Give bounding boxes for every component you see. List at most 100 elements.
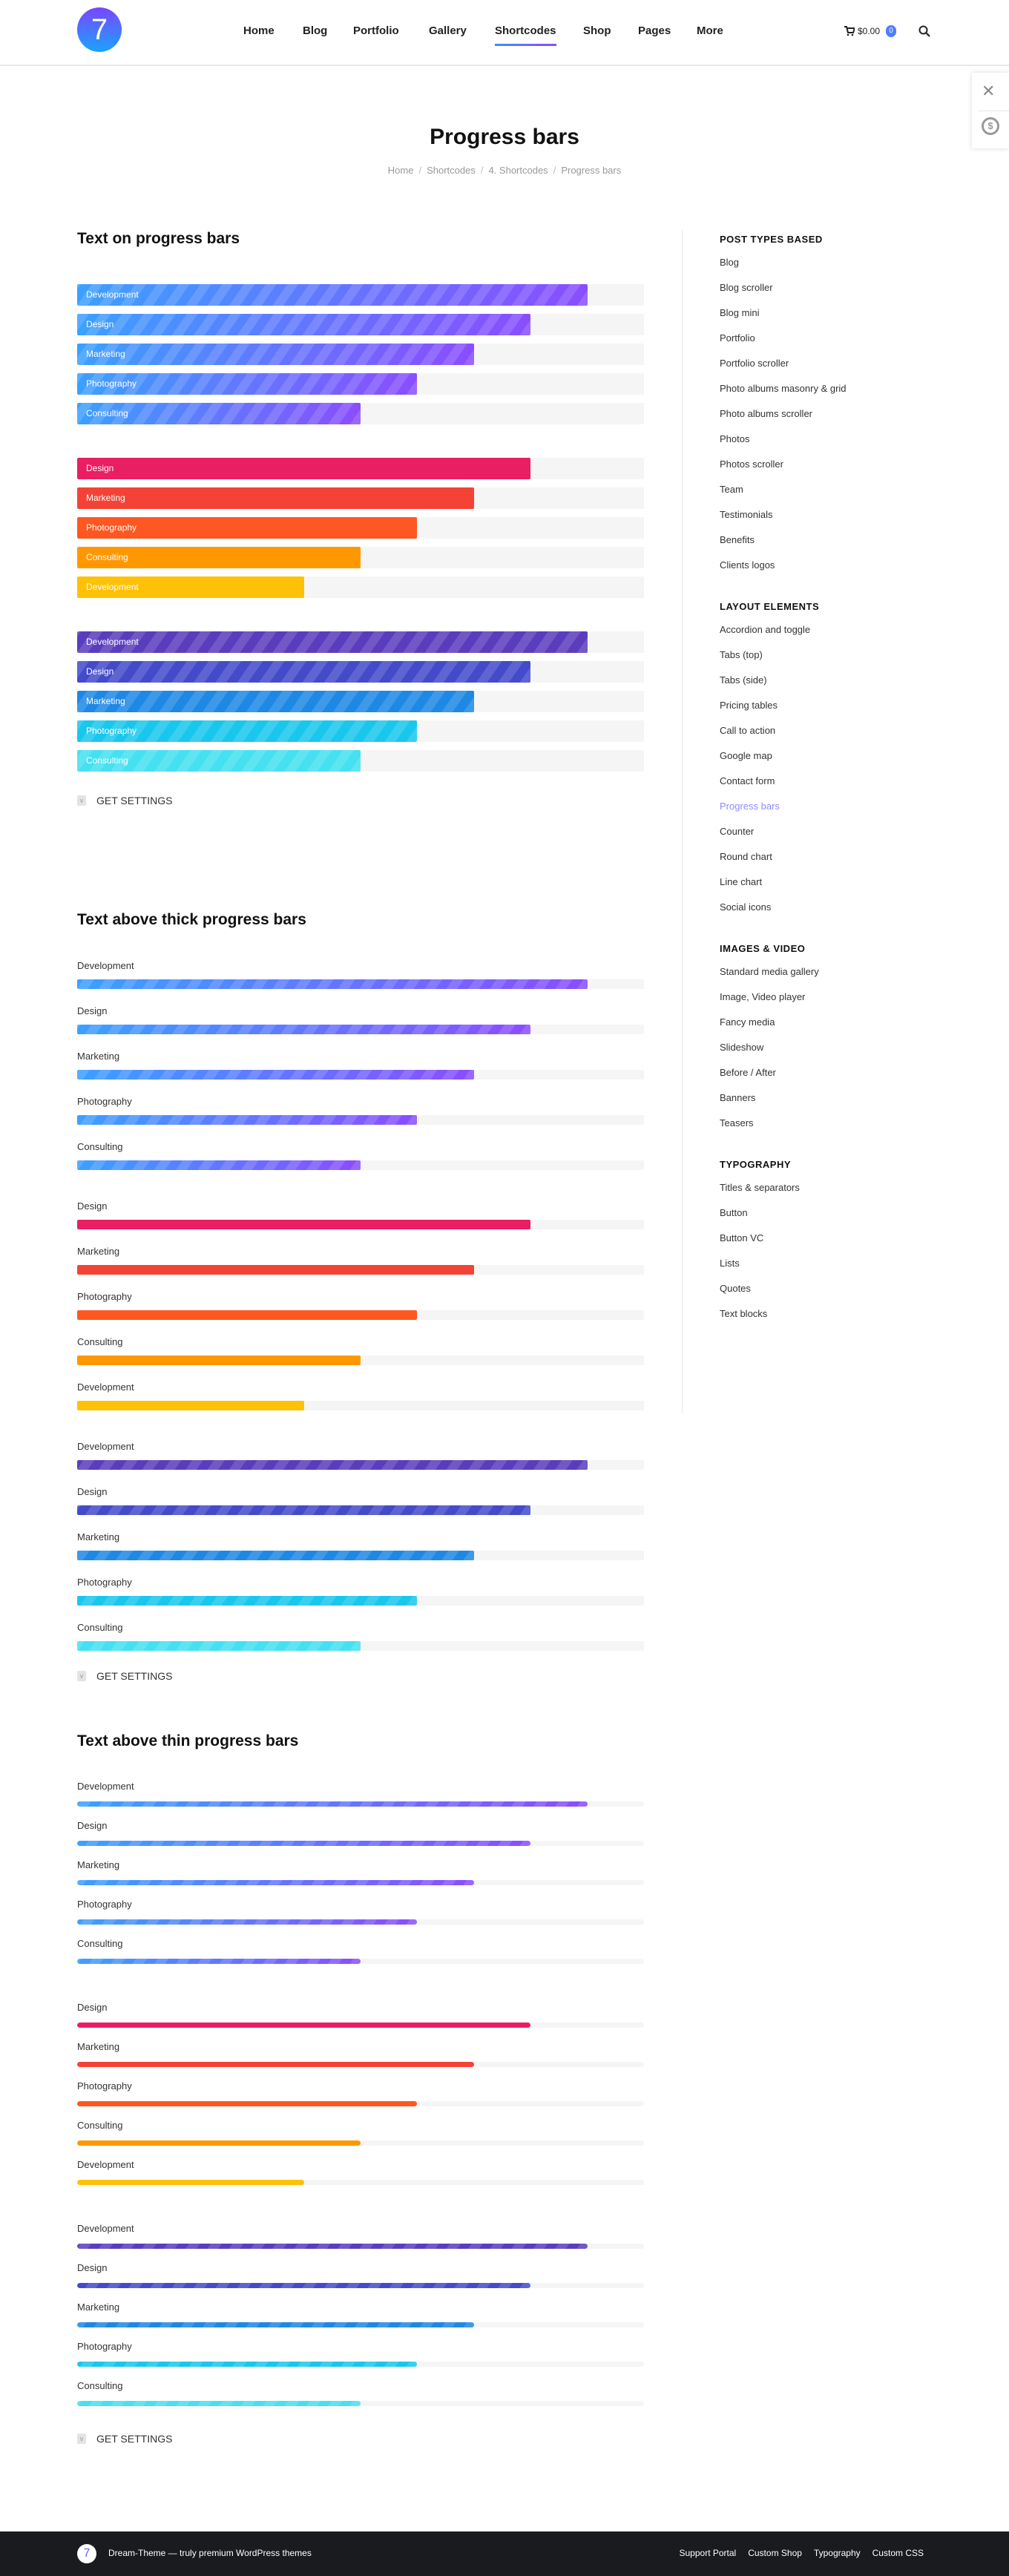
sidebar-link[interactable]: Photo albums scroller	[720, 408, 812, 419]
sidebar-link[interactable]: Progress bars	[720, 801, 780, 812]
progress-track	[77, 2401, 644, 2406]
footer-logo[interactable]: 7	[77, 2544, 96, 2563]
progress-bar-item: Design	[77, 314, 644, 335]
sidebar-link[interactable]: Tabs (side)	[720, 674, 767, 686]
progress-label: Consulting	[77, 1141, 123, 1152]
progress-bar-item: Design	[77, 1200, 644, 1229]
get-settings-toggle[interactable]: v GET SETTINGS	[77, 795, 644, 806]
progress-bar-item: Marketing	[77, 1050, 644, 1080]
progress-bar-item: Development	[77, 1440, 644, 1470]
breadcrumb-separator: /	[553, 165, 556, 176]
progress-bar-item: Development	[77, 284, 644, 306]
search-icon[interactable]	[918, 25, 930, 37]
sidebar-link[interactable]: Button	[720, 1207, 748, 1218]
sidebar-link[interactable]: Text blocks	[720, 1308, 768, 1319]
progress-label: Marketing	[86, 349, 125, 359]
breadcrumb-link[interactable]: 4. Shortcodes	[488, 165, 548, 176]
sidebar-link[interactable]: Photo albums masonry & grid	[720, 383, 847, 394]
sidebar-link[interactable]: Contact form	[720, 775, 775, 786]
get-settings-label: GET SETTINGS	[96, 2433, 173, 2445]
progress-track	[77, 1401, 644, 1410]
section-title: Text above thin progress bars	[77, 1732, 299, 1749]
sidebar-link[interactable]: Call to action	[720, 725, 776, 736]
sidebar-link[interactable]: Fancy media	[720, 1016, 775, 1028]
progress-track	[77, 2023, 644, 2028]
progress-group: Design Marketing Photography Consulting Deve…	[77, 1200, 644, 1410]
tools-icon[interactable]: ✕	[982, 82, 996, 100]
sidebar-link[interactable]: Blog mini	[720, 307, 760, 318]
sidebar-link[interactable]: Portfolio	[720, 332, 755, 344]
sidebar-link[interactable]: Titles & separators	[720, 1182, 800, 1193]
sidebar-link[interactable]: Counter	[720, 826, 755, 837]
progress-track	[77, 1880, 644, 1885]
chevron-down-icon: v	[77, 795, 86, 806]
dollar-coin-icon[interactable]: $	[982, 117, 999, 135]
progress-track: Marketing	[77, 344, 644, 365]
progress-fill	[77, 373, 418, 395]
sidebar-link[interactable]: Photos scroller	[720, 459, 783, 470]
section-title: Text on progress bars	[77, 230, 240, 247]
sidebar-link[interactable]: Social icons	[720, 901, 772, 913]
nav-more[interactable]: More	[697, 24, 723, 37]
progress-track	[77, 1310, 644, 1320]
sidebar-link[interactable]: Accordion and toggle	[720, 624, 811, 635]
sidebar-link[interactable]: Standard media gallery	[720, 966, 819, 977]
sidebar-link[interactable]: Before / After	[720, 1067, 776, 1078]
sidebar-link[interactable]: Button VC	[720, 1232, 764, 1243]
sidebar-widget: LAYOUT ELEMENTS Accordion and toggle Tabs …	[720, 599, 927, 915]
sidebar-link[interactable]: Lists	[720, 1258, 740, 1269]
sidebar-heading: POST TYPES BASED	[720, 234, 823, 245]
footer-link[interactable]: Support Portal	[679, 2548, 737, 2558]
progress-fill	[77, 1505, 531, 1515]
cart-total: $0.00	[858, 26, 881, 36]
get-settings-toggle[interactable]: v GET SETTINGS	[77, 1670, 644, 1682]
progress-label: Design	[77, 1200, 108, 1212]
nav-pages[interactable]: Pages	[638, 24, 671, 37]
progress-label: Photography	[77, 1096, 132, 1107]
sidebar-link[interactable]: Line chart	[720, 876, 763, 887]
sidebar-link[interactable]: Tabs (top)	[720, 649, 763, 660]
sidebar-link[interactable]: Pricing tables	[720, 700, 778, 711]
logo[interactable]: 7	[77, 7, 122, 52]
progress-fill	[77, 576, 304, 598]
sidebar-link[interactable]: Blog scroller	[720, 282, 773, 293]
nav-home[interactable]: Home	[243, 24, 275, 37]
sidebar-link[interactable]: Quotes	[720, 1283, 751, 1294]
sidebar-link[interactable]: Benefits	[720, 534, 755, 545]
progress-track	[77, 2244, 644, 2249]
sidebar-link[interactable]: Photos	[720, 433, 750, 444]
footer-link[interactable]: Custom Shop	[748, 2548, 802, 2558]
progress-fill	[77, 1310, 418, 1320]
sidebar-link[interactable]: Testimonials	[720, 509, 773, 520]
nav-blog[interactable]: Blog	[303, 24, 328, 37]
progress-bar-item: Development	[77, 2222, 644, 2249]
nav-portfolio[interactable]: Portfolio	[353, 24, 399, 37]
breadcrumb-link[interactable]: Home	[387, 165, 414, 176]
breadcrumb-link[interactable]: Shortcodes	[427, 165, 476, 176]
progress-fill	[77, 547, 361, 568]
progress-fill	[77, 2023, 531, 2028]
sidebar-link[interactable]: Teasers	[720, 1117, 754, 1128]
sidebar-link[interactable]: Clients logos	[720, 559, 775, 571]
progress-label: Marketing	[77, 2301, 120, 2313]
nav-gallery[interactable]: Gallery	[429, 24, 467, 37]
cart-button[interactable]: $0.00 0	[844, 25, 897, 37]
progress-bar-item: Photography	[77, 2340, 644, 2367]
sidebar-link[interactable]: Google map	[720, 750, 772, 761]
nav-shortcodes[interactable]: Shortcodes	[495, 24, 556, 46]
progress-bar-item: Marketing	[77, 2301, 644, 2327]
progress-group: Design Marketing Photography Consulting Deve…	[77, 458, 644, 598]
sidebar-link[interactable]: Team	[720, 484, 743, 495]
sidebar-link[interactable]: Portfolio scroller	[720, 358, 789, 369]
sidebar-link[interactable]: Banners	[720, 1092, 756, 1103]
sidebar-link[interactable]: Round chart	[720, 851, 772, 862]
footer-link[interactable]: Custom CSS	[872, 2548, 924, 2558]
get-settings-toggle[interactable]: v GET SETTINGS	[77, 2433, 644, 2445]
sidebar-link[interactable]: Slideshow	[720, 1042, 764, 1053]
progress-bar-item: Marketing	[77, 344, 644, 365]
sidebar-link[interactable]: Image, Video player	[720, 991, 806, 1002]
sidebar-link[interactable]: Blog	[720, 257, 740, 268]
footer-link[interactable]: Typography	[813, 2548, 861, 2558]
nav-shop[interactable]: Shop	[583, 24, 611, 37]
progress-track	[77, 1596, 644, 1606]
